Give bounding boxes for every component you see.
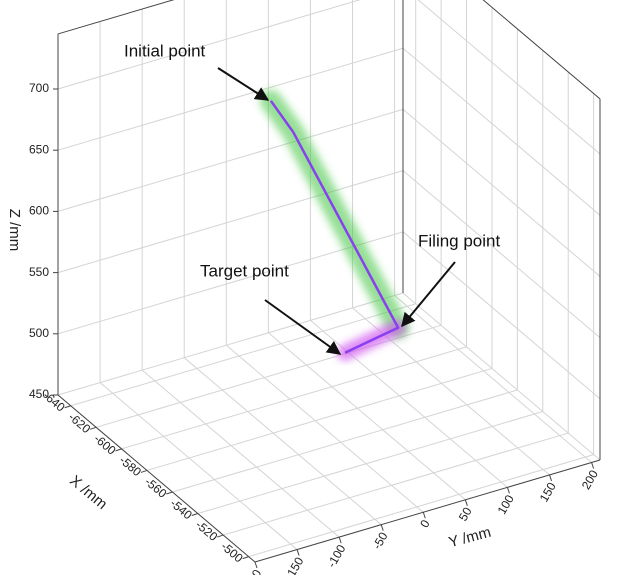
grid-line xyxy=(268,332,466,501)
y-tick-label: 0 xyxy=(417,517,433,530)
annotation: Filing point xyxy=(418,231,500,250)
annotation-arrow xyxy=(217,67,270,101)
y-tick xyxy=(464,499,468,506)
grid-line xyxy=(172,389,518,493)
x-tick-label: -560 xyxy=(142,475,170,501)
x-tick xyxy=(166,491,173,495)
x-tick xyxy=(89,426,97,430)
y-tick xyxy=(380,524,384,531)
annotation-arrow xyxy=(264,299,342,355)
y-tick xyxy=(549,474,552,482)
grid-line xyxy=(225,344,424,513)
y-tick xyxy=(338,536,342,544)
grid-line xyxy=(57,0,361,90)
z-axis-label: Z /mm xyxy=(6,209,23,252)
grid-line xyxy=(402,231,601,400)
y-tick xyxy=(422,512,426,519)
grid-line xyxy=(146,367,493,471)
box-edge xyxy=(254,459,601,563)
x-tick-label: -580 xyxy=(117,453,145,479)
annotation: Target point xyxy=(200,261,289,280)
x-tick xyxy=(191,513,198,516)
box-edge xyxy=(482,0,601,100)
grid-line xyxy=(121,346,467,450)
grid-line xyxy=(57,292,404,396)
z-tick-label: 550 xyxy=(29,265,49,279)
y-tick-label: -50 xyxy=(370,529,391,551)
y-tick xyxy=(506,487,510,494)
x-tick-label: -520 xyxy=(193,518,221,544)
y-tick-label: 200 xyxy=(579,467,601,492)
y-tick-label: 150 xyxy=(537,480,559,505)
grid-line xyxy=(394,295,592,463)
x-tick-label: -620 xyxy=(66,410,94,436)
y-tick-label: -150 xyxy=(282,554,306,575)
grid-line xyxy=(99,382,298,550)
y-tick-label: -100 xyxy=(324,542,348,570)
y-tick-label: -200 xyxy=(240,567,264,575)
grid-line xyxy=(57,170,404,274)
annotation-arrow xyxy=(401,261,456,328)
grid-line xyxy=(417,0,601,155)
grid-line xyxy=(57,47,404,151)
box-edge xyxy=(57,0,175,35)
annotation: Initial point xyxy=(124,41,206,60)
trajectory xyxy=(269,100,400,354)
box-edge xyxy=(57,394,256,563)
z-tick-label: 700 xyxy=(29,81,49,95)
z-tick-label: 600 xyxy=(29,204,49,218)
grid-line xyxy=(402,109,601,277)
grid-line xyxy=(197,411,543,514)
x-axis-label: X /mm xyxy=(66,472,110,513)
x-tick xyxy=(242,556,249,560)
y-tick xyxy=(296,549,300,556)
y-tick xyxy=(591,462,595,469)
grid-line xyxy=(248,454,594,558)
x-tick xyxy=(140,469,148,473)
y-tick-label: 100 xyxy=(495,492,517,517)
x-tick xyxy=(217,534,224,538)
grid-line xyxy=(402,47,601,216)
x-tick xyxy=(64,405,71,409)
grid-line xyxy=(57,108,404,212)
grid-line xyxy=(310,319,508,488)
x-tick-label: -500 xyxy=(218,539,246,565)
x-tick xyxy=(115,448,122,452)
grid-line xyxy=(402,292,601,461)
grid-line xyxy=(223,432,569,536)
z-tick-label: 500 xyxy=(29,326,49,340)
y-axis-label: Y /mm xyxy=(447,524,493,552)
grid-line xyxy=(402,170,601,338)
x-tick-label: -600 xyxy=(91,431,119,457)
y-tick-label: 50 xyxy=(456,505,475,524)
grid-line xyxy=(183,357,382,526)
z-tick-label: 450 xyxy=(29,387,49,401)
y-tick xyxy=(254,561,258,569)
grid-line xyxy=(141,369,340,538)
z-tick-label: 650 xyxy=(29,142,49,156)
grid-line xyxy=(70,303,416,407)
x-tick-label: -540 xyxy=(167,496,195,522)
